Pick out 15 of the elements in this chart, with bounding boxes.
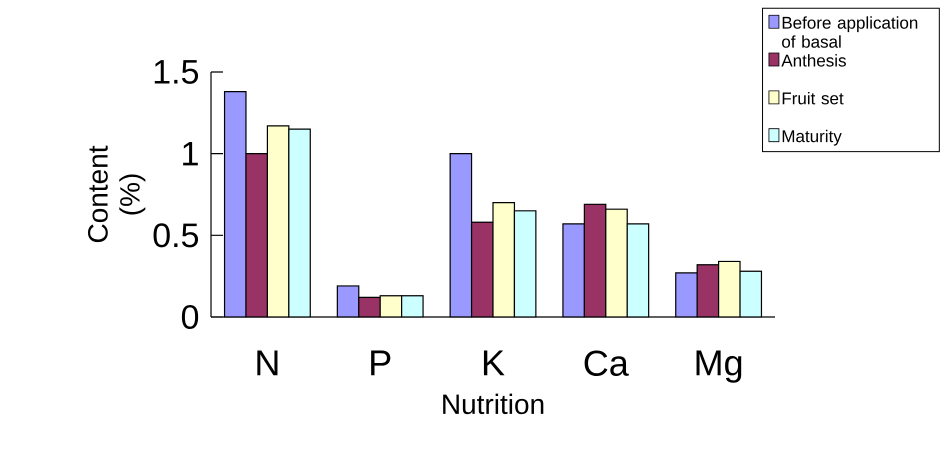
y-tick-label: 0.5 <box>154 223 198 248</box>
y-tick-label: 1 <box>183 142 198 166</box>
y-tick-label: 0 <box>182 304 198 330</box>
x-tick-label: Ca <box>584 350 629 376</box>
legend-label: Anthesis <box>781 54 846 67</box>
x-tick-label: K <box>484 350 505 376</box>
y-tick-label: 1.5 <box>154 60 198 84</box>
legend-label: Fruit set <box>782 92 844 104</box>
x-axis-title: Nutrition <box>443 394 544 414</box>
x-tick-label: Mg <box>696 350 742 383</box>
legend-label: Before application of basal <box>782 16 918 48</box>
legend-label: Maturity <box>782 130 842 146</box>
x-tick-label: N <box>257 350 278 376</box>
y-axis-title: Content (%) <box>88 146 146 242</box>
x-tick-label: P <box>371 350 390 376</box>
